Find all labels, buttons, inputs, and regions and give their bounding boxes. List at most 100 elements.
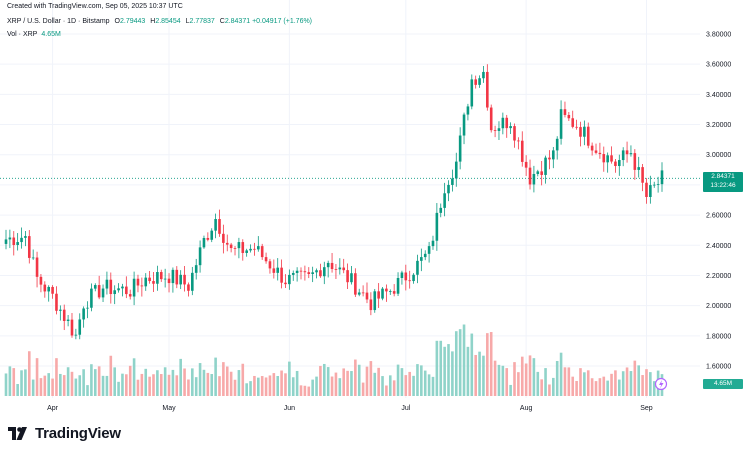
candle-body bbox=[621, 150, 625, 161]
candle-body bbox=[400, 272, 404, 278]
candle-body bbox=[330, 262, 334, 270]
volume-bar bbox=[117, 381, 120, 396]
volume-bar bbox=[633, 360, 637, 396]
candle-body bbox=[20, 237, 23, 243]
volume-bar bbox=[629, 371, 633, 396]
volume-bar bbox=[466, 346, 470, 396]
candle-body bbox=[55, 293, 58, 311]
volume-bar bbox=[74, 378, 78, 396]
volume-bar bbox=[482, 355, 485, 396]
candle-body bbox=[24, 236, 27, 238]
candle-body bbox=[156, 272, 159, 284]
candle-body bbox=[307, 272, 311, 274]
volume-bar bbox=[121, 373, 124, 396]
volume-bar bbox=[447, 344, 450, 396]
candle-body bbox=[614, 161, 617, 167]
volume-bar bbox=[322, 363, 326, 396]
tradingview-logo[interactable]: TradingView bbox=[8, 425, 121, 442]
symbol-title[interactable]: XRP / U.S. Dollar · 1D · Bitstamp bbox=[7, 18, 110, 25]
candle-body bbox=[70, 319, 74, 336]
candle-body bbox=[579, 127, 582, 137]
volume-bar bbox=[505, 368, 509, 396]
volume-bar bbox=[82, 369, 85, 396]
candle-body bbox=[412, 274, 415, 282]
price-tick-label: 2.40000 bbox=[706, 243, 731, 250]
volume-bar bbox=[206, 372, 210, 396]
volume-bar bbox=[86, 385, 89, 396]
candle-body bbox=[218, 219, 221, 234]
volume-bar bbox=[222, 362, 225, 396]
volume-bar bbox=[51, 378, 54, 396]
volume-bar bbox=[70, 371, 74, 396]
volume-bar bbox=[105, 375, 109, 396]
candle-body bbox=[338, 267, 342, 270]
volume-bar bbox=[579, 368, 582, 396]
volume-bar bbox=[59, 373, 62, 396]
volume-bar bbox=[214, 357, 217, 396]
volume-bar bbox=[132, 358, 136, 396]
volume-bar bbox=[276, 375, 280, 396]
volume-bar bbox=[4, 373, 8, 396]
volume-bar bbox=[361, 382, 365, 396]
candle-body bbox=[567, 114, 571, 119]
candle-body bbox=[544, 157, 547, 175]
ohlc-legend: XRP / U.S. Dollar · 1D · Bitstamp O2.794… bbox=[7, 18, 312, 25]
candle-body bbox=[319, 270, 322, 277]
last-volume-tag: 4.65M bbox=[703, 379, 743, 389]
volume-bar bbox=[497, 364, 501, 396]
volume-bar bbox=[12, 368, 16, 396]
volume-bar bbox=[101, 375, 105, 396]
volume-bar bbox=[532, 358, 536, 396]
candle-body bbox=[299, 270, 303, 272]
candle-body bbox=[47, 286, 50, 292]
volume-bar bbox=[31, 379, 35, 396]
candle-body bbox=[241, 242, 245, 253]
candle-body bbox=[276, 267, 280, 273]
open-label: O bbox=[114, 18, 120, 25]
candle-body bbox=[478, 78, 481, 85]
candle-body bbox=[117, 288, 120, 291]
volume-bar bbox=[652, 381, 656, 396]
volume-bar bbox=[346, 370, 349, 396]
candle-body bbox=[311, 272, 314, 274]
open-value: 2.79443 bbox=[119, 18, 146, 25]
volume-bar bbox=[396, 364, 400, 396]
candle-body bbox=[51, 286, 54, 294]
candle-body bbox=[288, 274, 291, 285]
candle-body bbox=[420, 257, 423, 261]
candle-body bbox=[198, 247, 202, 266]
volume-bar bbox=[171, 369, 175, 396]
candle-body bbox=[253, 248, 256, 250]
candle-body bbox=[31, 257, 35, 259]
candle-body bbox=[326, 262, 330, 268]
price-tick-label: 1.80000 bbox=[706, 333, 731, 340]
candle-body bbox=[559, 109, 563, 139]
candle-body bbox=[532, 173, 536, 185]
volume-label[interactable]: Vol · XRP bbox=[7, 31, 38, 38]
volume-bar bbox=[454, 331, 458, 396]
volume-bar bbox=[257, 377, 260, 396]
volume-bar bbox=[509, 384, 512, 396]
candle-body bbox=[513, 126, 516, 141]
candle-body bbox=[404, 272, 408, 281]
candle-body bbox=[214, 219, 217, 231]
volume-bar bbox=[35, 358, 39, 396]
candle-body bbox=[536, 171, 540, 174]
last-price-value: 2.84371 bbox=[711, 173, 735, 180]
candle-body bbox=[121, 286, 124, 289]
volume-bar bbox=[229, 371, 233, 396]
volume-bar bbox=[420, 365, 423, 396]
candle-body bbox=[652, 184, 656, 186]
price-tick-label: 3.60000 bbox=[706, 62, 731, 69]
candle-body bbox=[90, 288, 93, 308]
volume-bar bbox=[288, 361, 291, 396]
volume-bar bbox=[618, 379, 621, 396]
volume-bar bbox=[233, 379, 237, 396]
candle-body bbox=[194, 265, 198, 273]
volume-bar bbox=[20, 370, 23, 396]
volume-bar bbox=[163, 367, 167, 396]
volume-bar bbox=[575, 380, 578, 396]
candle-body bbox=[524, 161, 528, 168]
candle-body bbox=[315, 270, 318, 273]
